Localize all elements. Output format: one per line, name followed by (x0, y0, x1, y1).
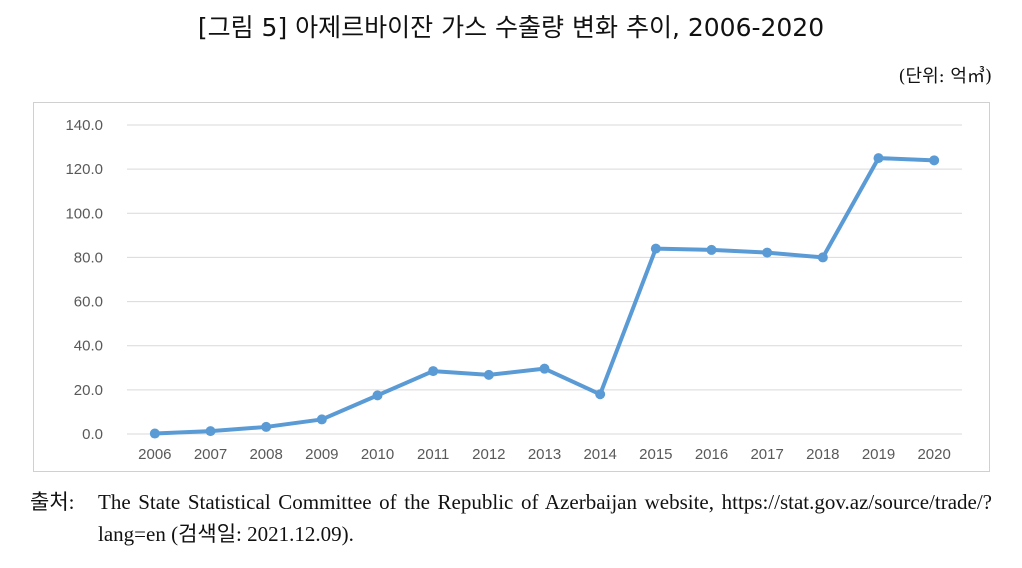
data-point (372, 390, 383, 401)
x-tick-label: 2015 (639, 446, 672, 463)
x-tick-label: 2019 (862, 446, 895, 463)
x-tick-label: 2018 (806, 446, 839, 463)
data-point (929, 155, 940, 166)
data-point (595, 389, 606, 400)
source-text: The State Statistical Committee of the R… (98, 490, 992, 546)
x-tick-label: 2010 (361, 446, 394, 463)
y-tick-label: 120.0 (65, 161, 103, 178)
chart-title: [그림 5] 아제르바이잔 가스 수출량 변화 추이, 2006-2020 (197, 13, 825, 42)
source-note: 출처: The State Statistical Committee of t… (30, 486, 992, 550)
series-line (152, 156, 937, 436)
data-point (428, 366, 439, 377)
data-point (261, 421, 272, 432)
data-point (539, 363, 550, 374)
data-point (817, 252, 828, 263)
x-tick-label: 2013 (528, 446, 561, 463)
data-point (316, 414, 327, 425)
x-tick-label: 2012 (472, 446, 505, 463)
data-point (873, 153, 884, 164)
y-tick-label: 20.0 (74, 382, 103, 399)
y-tick-label: 60.0 (74, 294, 103, 311)
data-point (149, 428, 160, 439)
x-tick-label: 2014 (583, 446, 616, 463)
y-tick-label: 0.0 (82, 426, 103, 443)
chart-frame (33, 102, 990, 472)
y-tick-label: 140.0 (65, 117, 103, 134)
y-tick-label: 80.0 (74, 249, 103, 266)
unit-label: (단위: 억㎥) (898, 66, 992, 87)
x-tick-label: 2016 (695, 446, 728, 463)
x-tick-label: 2020 (917, 446, 950, 463)
line-chart: 0.0 20.0 40.0 60.0 80.0 100.0 120.0 140.0 2006 20… (65, 117, 962, 463)
data-point (762, 247, 773, 258)
x-tick-label: 2011 (417, 446, 449, 463)
x-tick-label: 2017 (750, 446, 783, 463)
x-tick-label: 2009 (305, 446, 338, 463)
x-tick-label: 2006 (138, 446, 171, 463)
source-label: 출처: (30, 490, 75, 514)
y-tick-label: 100.0 (65, 205, 103, 222)
data-point (205, 426, 216, 437)
y-tick-label: 40.0 (74, 338, 103, 355)
x-tick-label: 2008 (249, 446, 282, 463)
data-point (706, 244, 717, 255)
x-tick-label: 2007 (194, 446, 227, 463)
data-point (483, 369, 494, 380)
data-point (650, 243, 661, 254)
